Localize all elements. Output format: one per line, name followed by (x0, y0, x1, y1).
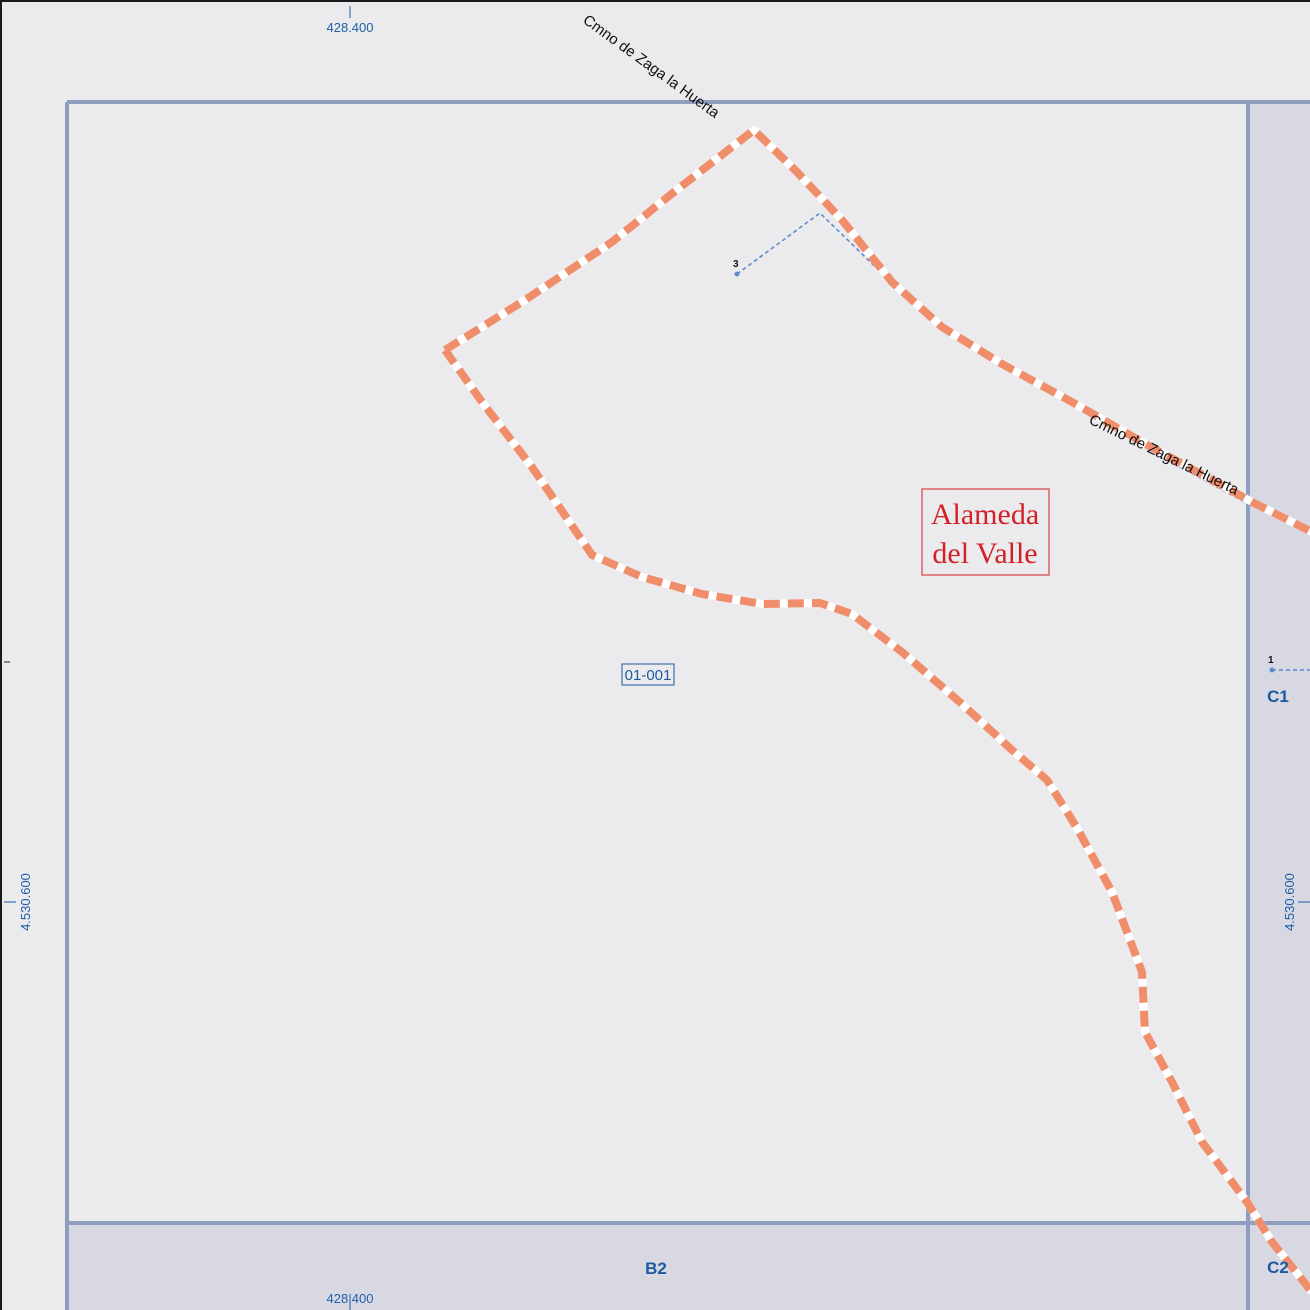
coord-top-easting: 428.400 (327, 20, 374, 35)
coord-left-northing: 4.530.600 (18, 873, 33, 931)
town-label-line1: Alameda (931, 498, 1039, 531)
town-label-line2: del Valle (932, 537, 1037, 570)
municipal-boundary-dash (441, 126, 1310, 1295)
sheet-grid (65, 100, 1310, 1310)
adjacent-sheet-bottom (67, 1223, 1310, 1310)
survey-point-3-label: 3 (733, 259, 739, 270)
coord-bottom-easting: 428.400 (327, 1291, 374, 1306)
parcel-id-label[interactable]: 01-001 (625, 667, 672, 684)
coordinate-ticks (4, 6, 1310, 1310)
survey-point-1[interactable] (1269, 667, 1275, 673)
sheet-label-b2[interactable]: B2 (645, 1259, 667, 1278)
town-label-box (921, 488, 1050, 576)
parcel-id-box (621, 663, 675, 686)
coord-right-northing: 4.530.600 (1282, 873, 1297, 931)
sheet-label-c2[interactable]: C2 (1267, 1258, 1289, 1277)
municipal-boundary (441, 126, 1310, 1295)
sheet-label-c1[interactable]: C1 (1267, 687, 1289, 706)
survey-point-1-label: 1 (1268, 655, 1274, 666)
adjacent-sheet-right (1248, 102, 1310, 1310)
survey-point-3[interactable] (734, 271, 740, 277)
